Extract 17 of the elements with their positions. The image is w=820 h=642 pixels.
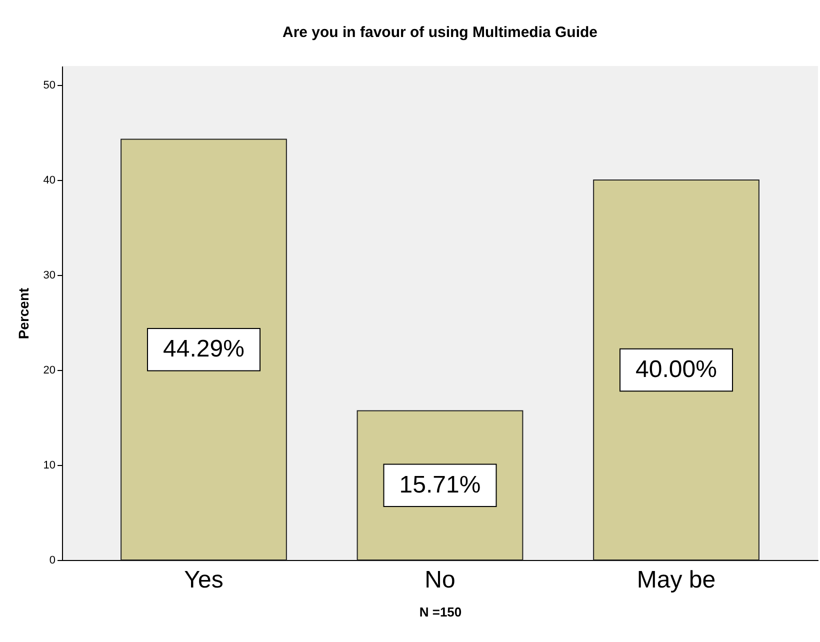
x-axis-title: N =150 bbox=[419, 604, 462, 620]
data-label: 15.71% bbox=[399, 471, 481, 498]
x-tick-label: May be bbox=[636, 566, 716, 594]
y-tick-label: 20 bbox=[43, 364, 56, 376]
y-axis-title: Percent bbox=[15, 287, 32, 340]
y-tick-label: 50 bbox=[43, 80, 56, 92]
x-tick-label: No bbox=[424, 566, 456, 594]
y-tick-label: 30 bbox=[43, 270, 56, 282]
y-tick-label: 10 bbox=[43, 460, 56, 472]
y-tick-label: 0 bbox=[49, 554, 56, 566]
x-tick-label: Yes bbox=[184, 566, 224, 594]
bar bbox=[593, 180, 760, 560]
y-tick-label: 40 bbox=[43, 174, 56, 186]
chart-title: Are you in favour of using Multimedia Guide bbox=[282, 24, 598, 41]
data-label: 40.00% bbox=[636, 356, 717, 383]
bar bbox=[120, 138, 287, 560]
data-label: 44.29% bbox=[163, 336, 244, 363]
